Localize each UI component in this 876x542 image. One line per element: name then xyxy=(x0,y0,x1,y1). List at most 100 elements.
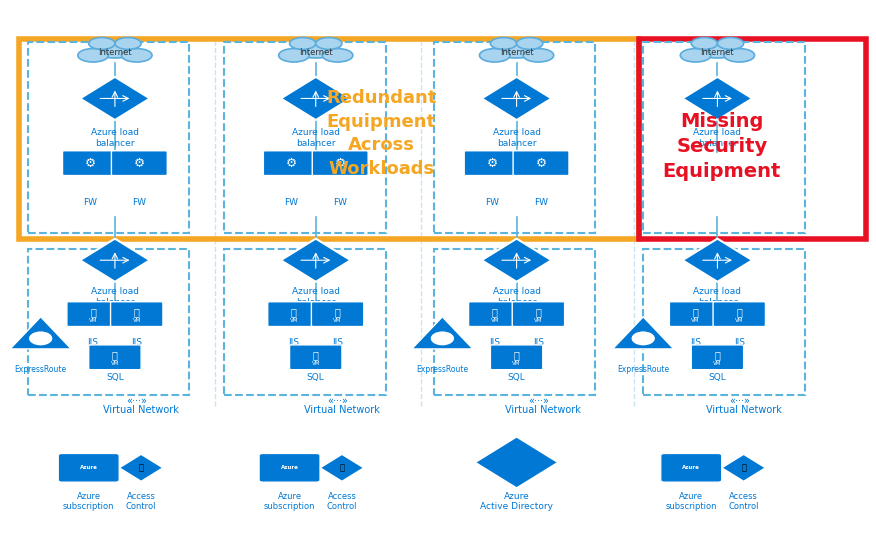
FancyBboxPatch shape xyxy=(88,345,141,370)
Text: Azure: Azure xyxy=(280,466,299,470)
Circle shape xyxy=(631,331,655,346)
Text: ⚙: ⚙ xyxy=(535,157,547,170)
Text: FW: FW xyxy=(534,198,548,207)
FancyBboxPatch shape xyxy=(268,302,320,326)
Text: VM: VM xyxy=(691,318,700,323)
Text: Azure load
balancer: Azure load balancer xyxy=(292,287,340,307)
Text: VM: VM xyxy=(334,318,342,323)
Polygon shape xyxy=(482,238,552,282)
Text: Redundant
Equipment
Across
Workloads: Redundant Equipment Across Workloads xyxy=(326,89,436,178)
Text: 🖥: 🖥 xyxy=(90,307,96,318)
Text: IIS: IIS xyxy=(332,338,343,347)
Ellipse shape xyxy=(479,49,510,62)
Ellipse shape xyxy=(78,49,109,62)
Text: «···»: «···» xyxy=(528,396,549,405)
Polygon shape xyxy=(722,454,766,481)
Text: 🖥: 🖥 xyxy=(291,307,297,318)
Text: 🖥: 🖥 xyxy=(513,351,519,360)
Text: Internet: Internet xyxy=(701,48,734,57)
Text: Azure load
balancer: Azure load balancer xyxy=(91,128,139,147)
Polygon shape xyxy=(412,317,473,349)
Text: Azure load
balancer: Azure load balancer xyxy=(91,287,139,307)
FancyBboxPatch shape xyxy=(469,302,521,326)
Polygon shape xyxy=(119,454,163,481)
Text: IIS: IIS xyxy=(533,338,544,347)
Ellipse shape xyxy=(115,37,141,49)
Polygon shape xyxy=(281,77,350,120)
FancyBboxPatch shape xyxy=(67,302,119,326)
Text: VM: VM xyxy=(713,362,722,366)
FancyBboxPatch shape xyxy=(312,151,368,176)
Text: Azure load
balancer: Azure load balancer xyxy=(694,287,741,307)
Text: FW: FW xyxy=(285,198,299,207)
Ellipse shape xyxy=(322,49,353,62)
Text: ExpressRoute: ExpressRoute xyxy=(15,365,67,375)
Text: Azure load
balancer: Azure load balancer xyxy=(292,128,340,147)
FancyBboxPatch shape xyxy=(669,302,722,326)
Text: ⚙: ⚙ xyxy=(486,157,498,170)
Text: VM: VM xyxy=(312,362,320,366)
Text: Azure: Azure xyxy=(682,466,700,470)
Text: 🔑: 🔑 xyxy=(138,463,144,472)
Text: «···»: «···» xyxy=(126,396,147,405)
Text: IIS: IIS xyxy=(490,338,500,347)
Ellipse shape xyxy=(122,49,152,62)
Text: Access
Control: Access Control xyxy=(728,492,759,512)
Text: VM: VM xyxy=(110,362,119,366)
Polygon shape xyxy=(11,317,71,349)
Circle shape xyxy=(28,331,53,346)
Circle shape xyxy=(430,331,455,346)
Text: 🔑: 🔑 xyxy=(339,463,344,472)
Text: Azure
subscription: Azure subscription xyxy=(63,492,115,512)
Text: ⚙: ⚙ xyxy=(134,157,145,170)
FancyBboxPatch shape xyxy=(62,151,118,176)
Text: 🖥: 🖥 xyxy=(491,307,498,318)
Polygon shape xyxy=(682,77,752,120)
Text: «···»: «···» xyxy=(729,396,750,405)
Text: 🖥: 🖥 xyxy=(134,307,139,318)
Ellipse shape xyxy=(88,37,115,49)
Text: Virtual Network: Virtual Network xyxy=(505,404,581,415)
Text: 🖥: 🖥 xyxy=(313,351,319,360)
FancyBboxPatch shape xyxy=(513,151,569,176)
Text: ⚙: ⚙ xyxy=(335,157,346,170)
FancyBboxPatch shape xyxy=(691,345,744,370)
Text: IIS: IIS xyxy=(131,338,142,347)
Text: Virtual Network: Virtual Network xyxy=(103,404,179,415)
Text: «···»: «···» xyxy=(327,396,348,405)
Text: Azure load
balancer: Azure load balancer xyxy=(694,128,741,147)
Text: VM: VM xyxy=(88,318,97,323)
Text: IIS: IIS xyxy=(690,338,701,347)
Ellipse shape xyxy=(315,37,342,49)
Ellipse shape xyxy=(717,37,744,49)
Text: VM: VM xyxy=(512,362,520,366)
Text: ⚙: ⚙ xyxy=(286,157,297,170)
Text: 🖥: 🖥 xyxy=(693,307,698,318)
Text: SQL: SQL xyxy=(709,373,726,383)
Text: FW: FW xyxy=(485,198,499,207)
FancyBboxPatch shape xyxy=(259,454,320,482)
Ellipse shape xyxy=(491,37,517,49)
Text: SQL: SQL xyxy=(106,373,124,383)
FancyBboxPatch shape xyxy=(491,345,543,370)
FancyBboxPatch shape xyxy=(264,151,319,176)
Text: Azure: Azure xyxy=(80,466,97,470)
Text: IIS: IIS xyxy=(88,338,99,347)
Ellipse shape xyxy=(290,37,315,49)
Text: Azure
Active Directory: Azure Active Directory xyxy=(480,492,553,512)
Ellipse shape xyxy=(724,49,754,62)
FancyBboxPatch shape xyxy=(713,302,766,326)
Polygon shape xyxy=(320,454,364,481)
Text: 🔑: 🔑 xyxy=(741,463,746,472)
Text: Missing
Security
Equipment: Missing Security Equipment xyxy=(662,113,781,182)
Text: Azure
subscription: Azure subscription xyxy=(264,492,315,512)
Ellipse shape xyxy=(279,49,309,62)
Polygon shape xyxy=(682,238,752,282)
Polygon shape xyxy=(475,436,559,488)
Text: Azure
subscription: Azure subscription xyxy=(666,492,717,512)
Polygon shape xyxy=(281,238,350,282)
Text: VM: VM xyxy=(290,318,298,323)
Text: VM: VM xyxy=(735,318,744,323)
Text: SQL: SQL xyxy=(508,373,526,383)
Ellipse shape xyxy=(523,49,554,62)
